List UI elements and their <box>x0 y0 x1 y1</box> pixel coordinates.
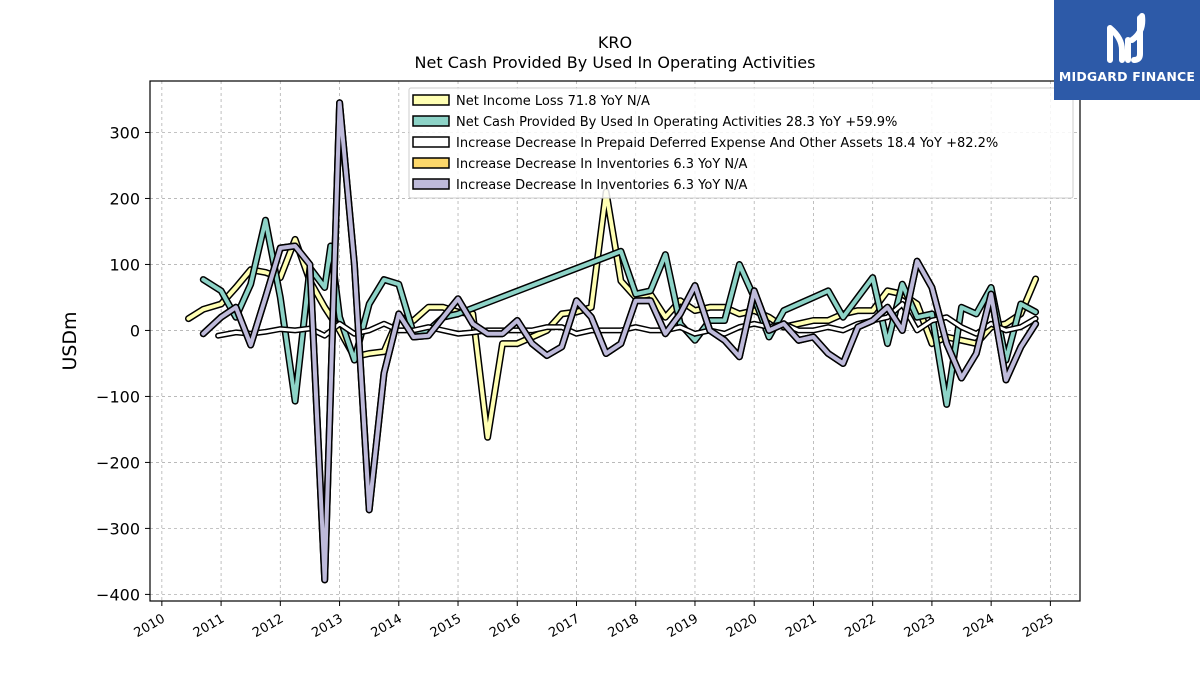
legend-label-4: Increase Decrease In Inventories 6.3 YoY… <box>456 157 748 172</box>
x-tick-label: 2019 <box>665 611 701 641</box>
x-tick-label: 2014 <box>369 611 405 641</box>
x-tick-label: 2024 <box>961 611 997 641</box>
x-tick-label: 2022 <box>843 611 879 641</box>
x-tick-label: 2015 <box>428 611 464 641</box>
x-tick-label: 2025 <box>1020 611 1056 641</box>
legend-label-5: Increase Decrease In Inventories 6.3 YoY… <box>456 178 748 193</box>
x-tick-label: 2012 <box>250 611 286 641</box>
plot-frame <box>149 80 1081 602</box>
chart-subtitle: Net Cash Provided By Used In Operating A… <box>415 53 816 72</box>
legend-label-3: Increase Decrease In Prepaid Deferred Ex… <box>456 136 998 151</box>
y-tick-label: 100 <box>109 255 140 274</box>
y-tick-label: −400 <box>96 585 140 604</box>
x-tick-label: 2021 <box>783 611 819 641</box>
legend: Net Income Loss 71.8 YoY N/A Net Cash Pro… <box>408 87 1074 199</box>
legend-swatch-3 <box>412 136 450 148</box>
x-tick-label: 2018 <box>606 611 642 641</box>
legend-box <box>408 87 1074 199</box>
x-tick-label: 2010 <box>132 611 168 641</box>
series-line-5 <box>201 100 1038 582</box>
midgard-finance-logo: MIDGARD FINANCE <box>1054 0 1200 100</box>
y-tick-label: −100 <box>96 387 140 406</box>
x-tick-label: 2013 <box>309 611 345 641</box>
x-tick-label: 2020 <box>724 611 760 641</box>
y-tick-label: 200 <box>109 189 140 208</box>
y-tick-label: −300 <box>96 519 140 538</box>
chart-title: KRO <box>598 33 632 52</box>
y-tick-label: 300 <box>109 123 140 142</box>
y-axis-label: USDm <box>59 311 81 370</box>
legend-label-1: Net Income Loss 71.8 YoY N/A <box>456 94 650 109</box>
x-tick-label: 2011 <box>191 611 227 641</box>
x-tick-label: 2017 <box>546 611 582 641</box>
legend-label-2: Net Cash Provided By Used In Operating A… <box>456 115 897 130</box>
y-tick-label: −200 <box>96 453 140 472</box>
legend-swatch-5 <box>412 178 450 190</box>
logo-text: MIDGARD FINANCE <box>1058 69 1196 84</box>
midgard-logo-icon <box>1107 13 1146 63</box>
legend-swatch-1 <box>412 94 450 106</box>
x-tick-label: 2016 <box>487 611 523 641</box>
legend-swatch-4 <box>412 157 450 169</box>
legend-swatch-2 <box>412 115 450 127</box>
y-tick-label: 0 <box>130 321 140 340</box>
x-tick-label: 2023 <box>902 611 938 641</box>
